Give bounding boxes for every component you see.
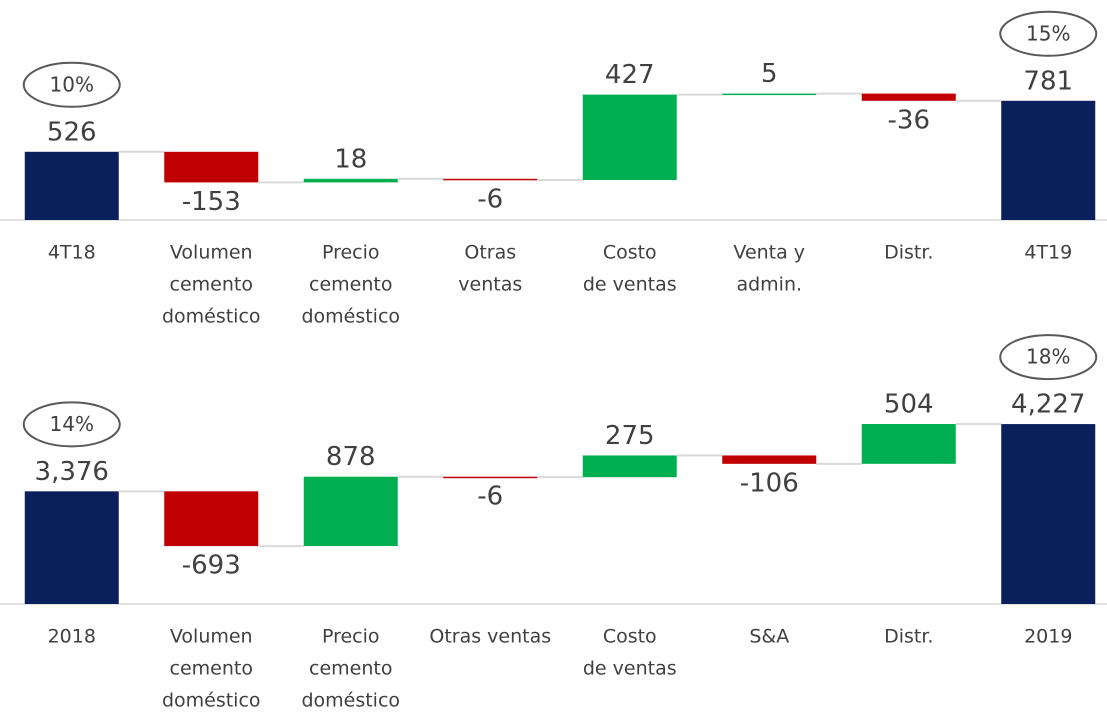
bar xyxy=(24,151,119,220)
value-label: 3,376 xyxy=(35,457,109,487)
category-label: 4T18 xyxy=(48,242,96,264)
value-label: -106 xyxy=(740,468,799,498)
category-label: Volumen xyxy=(170,242,253,264)
bar xyxy=(443,476,538,479)
value-label: 878 xyxy=(326,442,376,472)
margin-ellipse xyxy=(22,401,121,448)
value-label: -693 xyxy=(182,551,241,581)
bar xyxy=(164,491,259,547)
category-label: cemento xyxy=(170,274,253,296)
category-label: Costo xyxy=(603,626,657,648)
value-label: 526 xyxy=(47,117,97,147)
category-label: doméstico xyxy=(162,690,261,712)
category-label: Precio xyxy=(322,626,380,648)
bar xyxy=(164,151,259,183)
bar xyxy=(582,455,677,478)
value-label: 275 xyxy=(605,421,655,451)
bar xyxy=(1001,424,1096,604)
margin-label: 14% xyxy=(50,412,94,436)
category-label: Otras xyxy=(464,242,516,264)
category-label: 2019 xyxy=(1024,626,1072,648)
category-label: Volumen xyxy=(170,626,253,648)
category-label: Distr. xyxy=(884,242,933,264)
value-label: -6 xyxy=(477,482,503,512)
category-label: de ventas xyxy=(583,274,677,296)
category-label: Otras ventas xyxy=(429,626,551,648)
category-label: Venta y xyxy=(733,242,805,264)
margin-ellipse xyxy=(22,61,121,108)
category-label: doméstico xyxy=(301,306,400,328)
margin-label: 18% xyxy=(1026,345,1070,369)
margin-ellipse xyxy=(999,334,1098,381)
margin-label: 15% xyxy=(1026,21,1070,45)
category-label: ventas xyxy=(458,274,522,296)
value-label: 504 xyxy=(884,390,934,420)
category-label: Distr. xyxy=(884,626,933,648)
category-label: doméstico xyxy=(162,306,261,328)
bar xyxy=(303,178,398,183)
bar xyxy=(443,178,538,181)
category-label: 4T19 xyxy=(1024,242,1072,264)
value-label: -36 xyxy=(888,105,930,135)
category-label: 2018 xyxy=(48,626,96,648)
margin-label: 10% xyxy=(50,72,94,96)
category-label: cemento xyxy=(170,658,253,680)
bar xyxy=(303,476,398,547)
bar xyxy=(24,491,119,604)
category-label: de ventas xyxy=(583,658,677,680)
value-label: 18 xyxy=(334,144,367,174)
category-label: cemento xyxy=(309,274,392,296)
value-label: 781 xyxy=(1023,66,1073,96)
category-label: Costo xyxy=(603,242,657,264)
bar xyxy=(722,455,817,464)
value-label: 5 xyxy=(761,59,778,89)
category-label: Precio xyxy=(322,242,380,264)
bar xyxy=(582,94,677,180)
value-label: 4,227 xyxy=(1011,390,1085,420)
bar xyxy=(1001,100,1096,220)
value-label: -6 xyxy=(477,185,503,215)
margin-ellipse xyxy=(999,10,1098,57)
value-label: 427 xyxy=(605,60,655,90)
category-label: S&A xyxy=(749,626,789,648)
category-label: admin. xyxy=(736,274,802,296)
bar xyxy=(722,93,817,96)
bar xyxy=(861,93,956,101)
value-label: -153 xyxy=(182,187,241,217)
category-label: cemento xyxy=(309,658,392,680)
bar xyxy=(861,424,956,464)
category-label: doméstico xyxy=(301,690,400,712)
